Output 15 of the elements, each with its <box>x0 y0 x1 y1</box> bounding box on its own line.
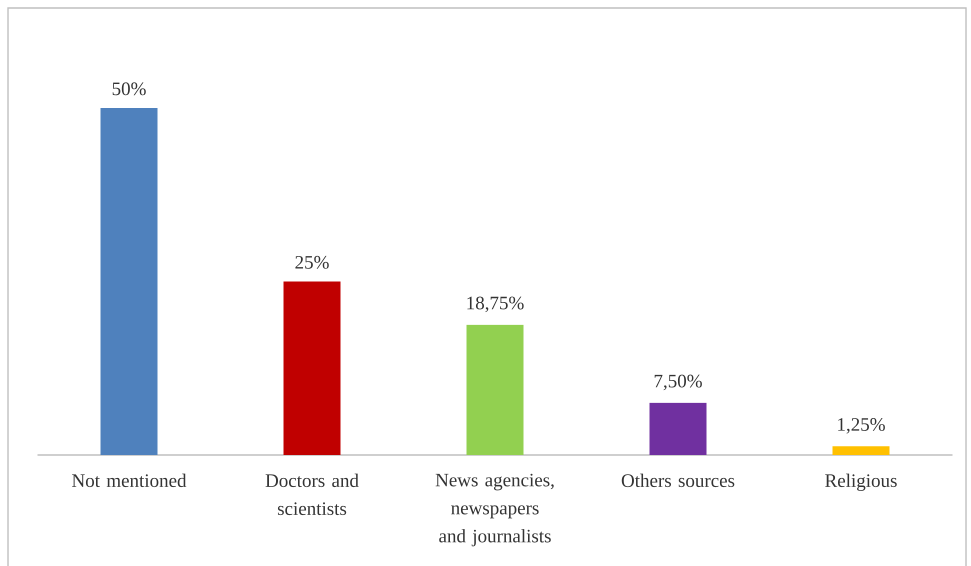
bar <box>284 281 341 455</box>
x-tick-label: Religious <box>825 474 897 491</box>
x-tick-label: Doctors and scientists <box>266 474 359 516</box>
bar <box>100 108 158 455</box>
x-tick-label: Others sources <box>622 474 734 488</box>
x-tick-label: Not mentioned <box>72 474 186 488</box>
data-label: 7,50% <box>654 374 702 390</box>
data-label: 25% <box>295 256 329 269</box>
data-label: 18,75% <box>467 296 524 312</box>
bar <box>832 446 890 455</box>
x-tick-label: News agencies, newspapers and journalists <box>436 474 554 546</box>
data-label: 50% <box>112 82 146 96</box>
bar <box>650 402 707 455</box>
bar <box>466 324 524 455</box>
data-label: 1,25% <box>838 418 885 434</box>
